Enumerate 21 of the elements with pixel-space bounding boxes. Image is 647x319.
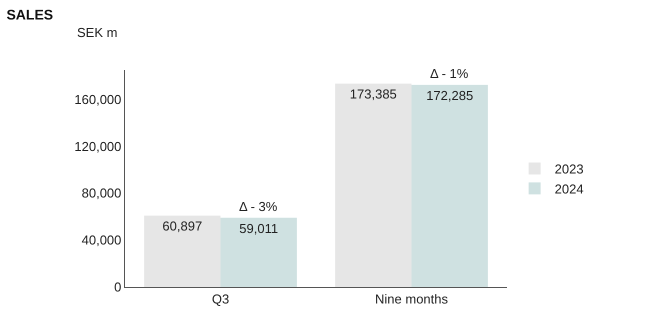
- chart-title: SALES: [6, 6, 54, 22]
- data-label: 172,285: [426, 88, 474, 103]
- x-tick-label: Nine months: [375, 292, 448, 307]
- annotation: Δ - 3%: [239, 199, 278, 214]
- y-tick-label: 0: [114, 280, 122, 295]
- y-tick-label: 120,000: [74, 138, 122, 154]
- data-label: 173,385: [350, 86, 397, 102]
- bar: [220, 218, 297, 287]
- data-label: 59,011: [239, 220, 278, 236]
- legend-label: 2023: [554, 162, 584, 177]
- annotation: Δ - 1%: [430, 66, 469, 81]
- bar: [412, 84, 488, 287]
- y-axis-title: SEK m: [77, 25, 118, 40]
- y-tick-label: 160,000: [74, 92, 122, 107]
- bar: [335, 84, 412, 287]
- y-tick-label: 40,000: [82, 232, 122, 248]
- bar: [144, 216, 220, 287]
- legend-label: 2024: [554, 181, 584, 196]
- y-tick-label: 80,000: [82, 186, 122, 201]
- data-label: 60,897: [162, 218, 202, 234]
- x-tick-label: Q3: [212, 292, 230, 307]
